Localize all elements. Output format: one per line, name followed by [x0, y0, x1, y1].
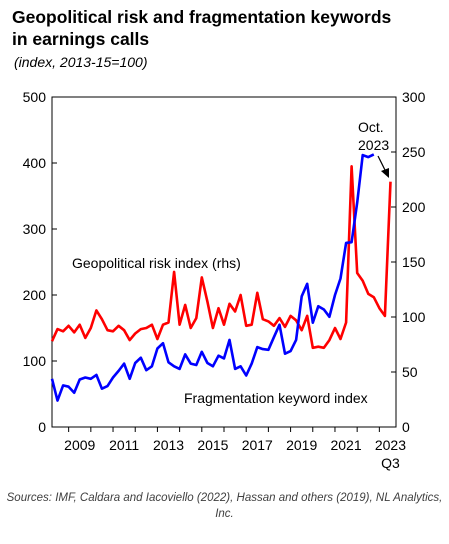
- x-axis: 2009 2011 2013 2015 2017 2019 2021 2023 Q3: [64, 427, 406, 471]
- right-tick-label: 250: [402, 144, 426, 160]
- x-tick-label: 2015: [197, 437, 228, 453]
- right-tick-label: 50: [402, 364, 418, 380]
- chart-title: Geopolitical risk and fragmentation keyw…: [12, 6, 391, 50]
- left-tick-label: 500: [23, 89, 47, 105]
- x-tick-label: 2011: [109, 437, 139, 453]
- x-tick-label: 2013: [153, 437, 184, 453]
- x-tick-label: 2023: [375, 437, 406, 453]
- x-tick-label: 2021: [330, 437, 361, 453]
- right-tick-label: 200: [402, 199, 426, 215]
- source-note: Sources: IMF, Caldara and Iacoviello (20…: [6, 492, 443, 520]
- left-tick-label: 200: [23, 287, 47, 303]
- left-tick-label: 400: [23, 155, 47, 171]
- annotation-arrow: [377, 155, 387, 173]
- chart-title-line-2: in earnings calls: [12, 29, 150, 49]
- right-axis: 0 50 100 150 200 250 300: [391, 89, 426, 435]
- chart-title-line-1: Geopolitical risk and fragmentation keyw…: [12, 7, 392, 27]
- annotation-line-1: Oct.: [358, 119, 384, 135]
- left-tick-label: 0: [38, 419, 46, 435]
- x-tick-sublabel: Q3: [381, 455, 400, 471]
- x-tick-label: 2017: [242, 437, 273, 453]
- right-tick-label: 300: [402, 89, 426, 105]
- geopolitical-risk-line: [50, 165, 392, 350]
- left-tick-label: 100: [23, 353, 47, 369]
- fragmentation-keyword-line: [50, 153, 375, 402]
- right-tick-label: 100: [402, 309, 426, 325]
- right-tick-label: 150: [402, 254, 426, 270]
- fragmentation-series-label: Fragmentation keyword index: [184, 390, 368, 406]
- left-axis: 0 100 200 300 400 500: [23, 89, 57, 435]
- x-tick-label: 2009: [64, 437, 95, 453]
- geopolitical-risk-series-label: Geopolitical risk index (rhs): [72, 255, 241, 271]
- x-tick-label: 2019: [286, 437, 317, 453]
- chart-subtitle: (index, 2013-15=100): [14, 54, 148, 70]
- left-tick-label: 300: [23, 221, 47, 237]
- annotation-line-2: 2023: [358, 137, 389, 153]
- annotation-arrowhead: [381, 168, 389, 178]
- right-tick-label: 0: [402, 419, 410, 435]
